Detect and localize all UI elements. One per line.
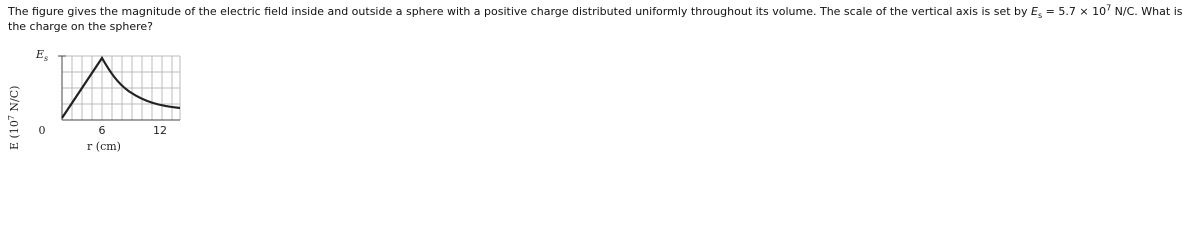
question-text: = 5.7 × 10: [1042, 5, 1107, 18]
x-axis-label: r (cm): [87, 140, 121, 153]
var: E: [1031, 5, 1038, 18]
scale-sub: s: [44, 54, 48, 63]
question-text: The figure gives the magnitude of the el…: [8, 5, 1032, 18]
page: The figure gives the magnitude of the el…: [7, 3, 1192, 153]
y-label: E (10: [8, 120, 21, 150]
field-curve: [61, 55, 181, 119]
y-label-end: N/C): [8, 86, 21, 116]
grid: [62, 55, 181, 120]
x-tick-label: 12: [153, 124, 167, 137]
figure: Es E (107 N/C) 0 6 12 r (cm): [7, 48, 181, 153]
y-label-exp: 7: [7, 115, 16, 120]
scale-var: E: [35, 48, 44, 61]
y-axis-label: E (107 N/C): [7, 86, 21, 150]
var-sub: s: [1038, 11, 1043, 21]
question-text: N/C. What is the charge on the sphere?: [8, 5, 1183, 33]
question: The figure gives the magnitude of the el…: [8, 4, 1192, 34]
scale-label: Es: [35, 48, 48, 63]
x-tick-label: 6: [99, 124, 106, 137]
exponent: 7: [1106, 3, 1112, 13]
x-tick-label: 0: [39, 124, 46, 137]
